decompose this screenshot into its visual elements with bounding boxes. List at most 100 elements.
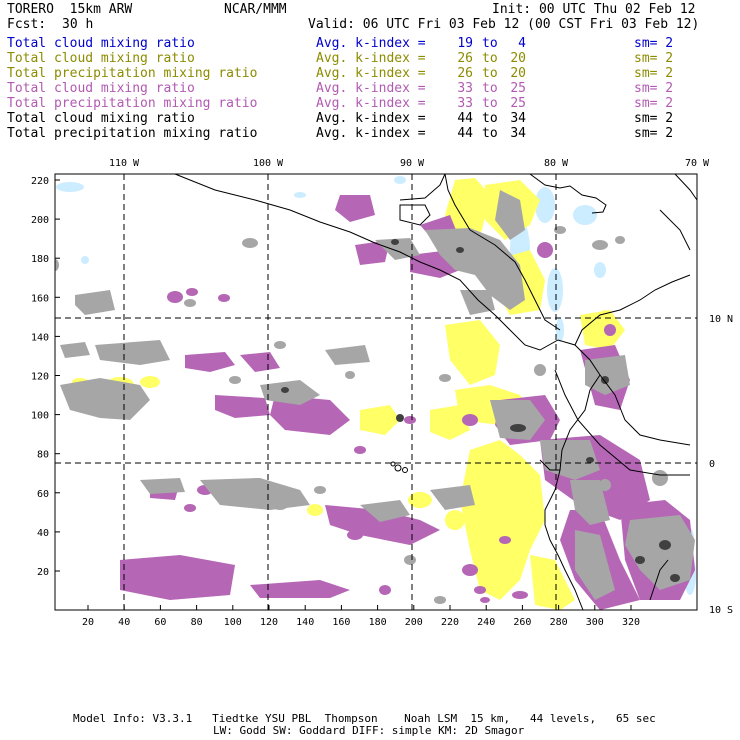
- longitude-label: 90 W: [400, 158, 425, 169]
- latitude-label: 10 N: [709, 314, 733, 325]
- model-title: TORERO 15km ARW: [7, 2, 133, 17]
- coastline-layer: [174, 173, 698, 611]
- x-tick-label: 40: [118, 617, 130, 628]
- cloud-light-patch: [594, 262, 606, 278]
- cloud-gray-patch: [585, 355, 630, 395]
- model-info-line1: Model Info: V3.3.1 Tiedtke YSU PBL Thomp…: [73, 712, 656, 725]
- y-tick-label: 40: [37, 528, 49, 539]
- precip-purple-patch: [167, 291, 183, 303]
- legend-to: to: [482, 96, 498, 111]
- x-tick-label: 140: [296, 617, 314, 628]
- cloud-gray-patch: [430, 485, 475, 510]
- coastline: [529, 173, 607, 214]
- cloud-light-patch: [294, 192, 306, 198]
- precip-purple-patch: [120, 555, 235, 600]
- forecast-label: Fcst:: [7, 17, 47, 32]
- legend-to: to: [482, 126, 498, 141]
- precip-purple-patch: [240, 352, 280, 372]
- island: [390, 461, 396, 467]
- precip-purple-patch: [194, 356, 206, 364]
- heavy-core-patch: [670, 574, 680, 582]
- x-tick-label: 300: [586, 617, 604, 628]
- cloud-yellow-patch: [530, 555, 575, 610]
- y-tick-label: 160: [31, 293, 49, 304]
- legend-k-index-label: Avg. k-index =: [316, 111, 426, 126]
- cloud-gray-patch: [404, 555, 416, 565]
- y-tick-label: 140: [31, 332, 49, 343]
- coastline: [674, 173, 698, 201]
- legend-to: to: [482, 81, 498, 96]
- heavy-core-patch: [635, 556, 645, 564]
- heavy-core-patch: [396, 414, 404, 422]
- precip-purple-patch: [499, 536, 511, 544]
- cloud-light-patch: [535, 187, 555, 223]
- map-frame: [54, 173, 698, 611]
- cloud-gray-patch: [460, 290, 495, 315]
- y-tick-label: 120: [31, 372, 49, 383]
- forecast-hour: 30 h: [62, 17, 94, 32]
- cloud-gray-patch: [625, 515, 695, 590]
- cloud-yellow-patch: [140, 376, 160, 388]
- y-tick-label: 200: [31, 215, 49, 226]
- cloud-gray-patch: [615, 236, 625, 244]
- y-tick-label: 180: [31, 254, 49, 265]
- lat-lon-grid: [55, 174, 697, 610]
- cloud-light-patch: [547, 268, 563, 312]
- cloud-gray-patch: [599, 479, 611, 491]
- legend-field-name: Total precipitation mixing ratio: [7, 66, 258, 81]
- x-tick-label: 60: [154, 617, 166, 628]
- legend-smoothing: sm= 2: [634, 66, 674, 81]
- cloud-gray-patch: [375, 238, 420, 260]
- precip-purple-patch: [404, 416, 416, 424]
- precip-purple-patch: [270, 395, 350, 435]
- cloud-yellow-patch: [445, 510, 465, 530]
- heavy-core-patch: [510, 424, 526, 432]
- cloud-gray-patch: [314, 486, 326, 494]
- cloud-gray-patch: [229, 376, 241, 384]
- legend-smoothing: sm= 2: [634, 111, 674, 126]
- legend-smoothing: sm= 2: [634, 81, 674, 96]
- cloud-gray-patch: [592, 240, 608, 250]
- legend-to: to: [482, 111, 498, 126]
- precip-purple-patch: [185, 352, 235, 372]
- legend-smoothing: sm= 2: [634, 96, 674, 111]
- coastline: [659, 209, 691, 251]
- x-tick-label: 160: [332, 617, 350, 628]
- center-label: NCAR/MMM: [224, 2, 287, 17]
- precip-purple-patch: [462, 414, 478, 426]
- x-tick-label: 220: [441, 617, 459, 628]
- x-tick-label: 100: [224, 617, 242, 628]
- precip-purple-patch: [474, 586, 486, 594]
- heavy-core-patch: [281, 387, 289, 393]
- y-tick-label: 80: [37, 450, 49, 461]
- legend-field-name: Total precipitation mixing ratio: [7, 126, 258, 141]
- legend-to: to: [482, 51, 498, 66]
- valid-time: Valid: 06 UTC Fri 03 Feb 12 (00 CST Fri …: [308, 17, 700, 32]
- legend-smoothing: sm= 2: [634, 126, 674, 141]
- precip-purple-patch: [218, 294, 230, 302]
- cloud-yellow-patch: [408, 492, 432, 508]
- x-tick-label: 260: [513, 617, 531, 628]
- legend-k-index-label: Avg. k-index =: [316, 96, 426, 111]
- cloud-light-patch: [81, 256, 89, 264]
- cloud-gray-patch: [95, 340, 170, 365]
- cloud-gray-patch: [360, 500, 410, 522]
- cloud-gray-patch: [260, 380, 320, 405]
- longitude-label: 70 W: [685, 158, 710, 169]
- cloud-gray-patch: [575, 530, 615, 600]
- precip-purple-patch: [379, 585, 391, 595]
- coastline: [444, 173, 471, 231]
- weather-map: 20 40 60 80 100 120 140 160 180 200 220 240 260 280 30…: [31, 158, 733, 628]
- cloud-gray-patch: [272, 500, 288, 510]
- cloud-yellow-patch: [460, 440, 545, 600]
- coastline: [399, 173, 446, 201]
- cloud-gray-patch: [570, 480, 610, 525]
- x-tick-label: 20: [82, 617, 94, 628]
- legend-to: to: [482, 36, 498, 51]
- precip-purple-patch: [325, 505, 440, 545]
- cloud-gray-patch: [200, 478, 310, 510]
- cloud-gray-patch: [140, 478, 185, 494]
- cloud-gray-patch: [75, 290, 115, 315]
- x-tick-label: 180: [369, 617, 387, 628]
- cloud-gray-patch: [490, 400, 545, 440]
